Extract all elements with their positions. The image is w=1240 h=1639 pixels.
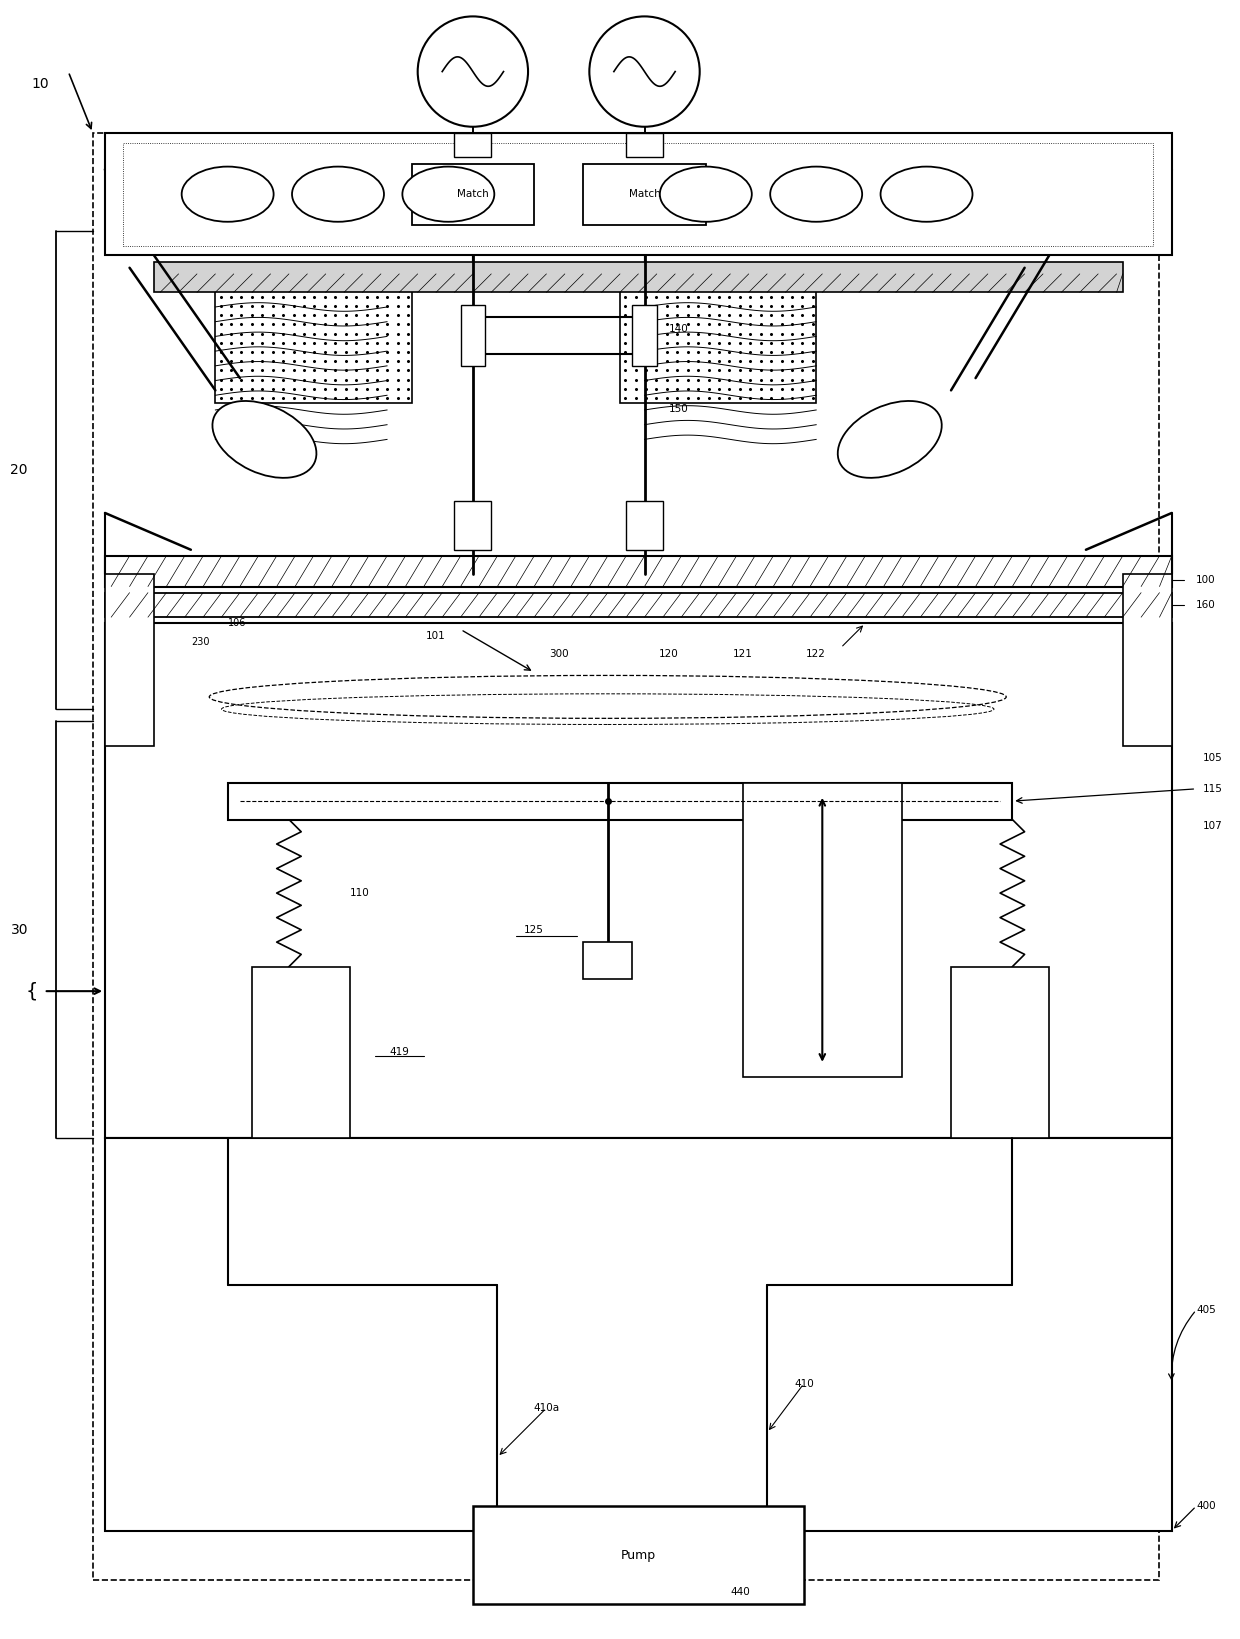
Text: 405: 405 [1197,1305,1216,1314]
Text: Match: Match [629,188,661,200]
Bar [154,262,1122,292]
Text: 105: 105 [1203,754,1223,764]
Bar [743,783,901,1077]
Text: 300: 300 [549,649,568,659]
Bar [583,164,706,225]
Ellipse shape [402,167,495,221]
Text: {: { [25,982,37,1001]
Text: Match: Match [458,188,489,200]
Text: 115: 115 [1203,783,1223,793]
Bar [626,133,663,157]
Bar [105,556,1172,587]
Bar [632,305,657,365]
Text: 122: 122 [806,649,826,659]
Text: 101: 101 [427,631,446,641]
Text: 410a: 410a [533,1403,559,1413]
Bar [951,967,1049,1139]
Bar [124,143,1153,246]
Text: 140: 140 [670,325,688,334]
Circle shape [589,16,699,126]
Bar [1122,574,1172,746]
Bar [216,280,412,403]
Bar [252,967,350,1139]
Bar [460,305,485,365]
Circle shape [418,16,528,126]
Bar [105,574,154,746]
Ellipse shape [182,167,274,221]
Text: 10: 10 [31,77,50,90]
Ellipse shape [212,402,316,479]
Bar [455,500,491,549]
Bar [93,133,1159,1580]
Text: 410: 410 [794,1378,813,1388]
Ellipse shape [770,167,862,221]
Text: 30: 30 [10,923,29,938]
Text: 120: 120 [660,649,680,659]
Bar [105,593,1172,618]
Text: 100: 100 [1197,575,1216,585]
Bar [620,280,816,403]
Bar [228,783,1012,820]
Text: 20: 20 [10,464,29,477]
Text: 160: 160 [1197,600,1216,610]
Ellipse shape [660,167,751,221]
Bar [583,942,632,978]
Text: 150: 150 [670,403,688,413]
Bar [472,1506,804,1605]
Bar [105,623,1172,1139]
Ellipse shape [838,402,941,479]
Bar [455,133,491,157]
Text: Pump: Pump [621,1549,656,1562]
Ellipse shape [291,167,384,221]
Text: 125: 125 [525,924,544,934]
Text: 400: 400 [1197,1501,1216,1511]
Text: 107: 107 [1203,821,1223,831]
Text: 106: 106 [228,618,246,628]
Ellipse shape [880,167,972,221]
Bar [105,1139,1172,1531]
Text: 110: 110 [350,888,370,898]
Text: 230: 230 [191,636,210,647]
Text: 440: 440 [730,1587,750,1596]
Text: 121: 121 [733,649,753,659]
Bar [105,133,1172,256]
Bar [412,164,534,225]
Bar [626,500,663,549]
Text: 419: 419 [389,1047,409,1057]
